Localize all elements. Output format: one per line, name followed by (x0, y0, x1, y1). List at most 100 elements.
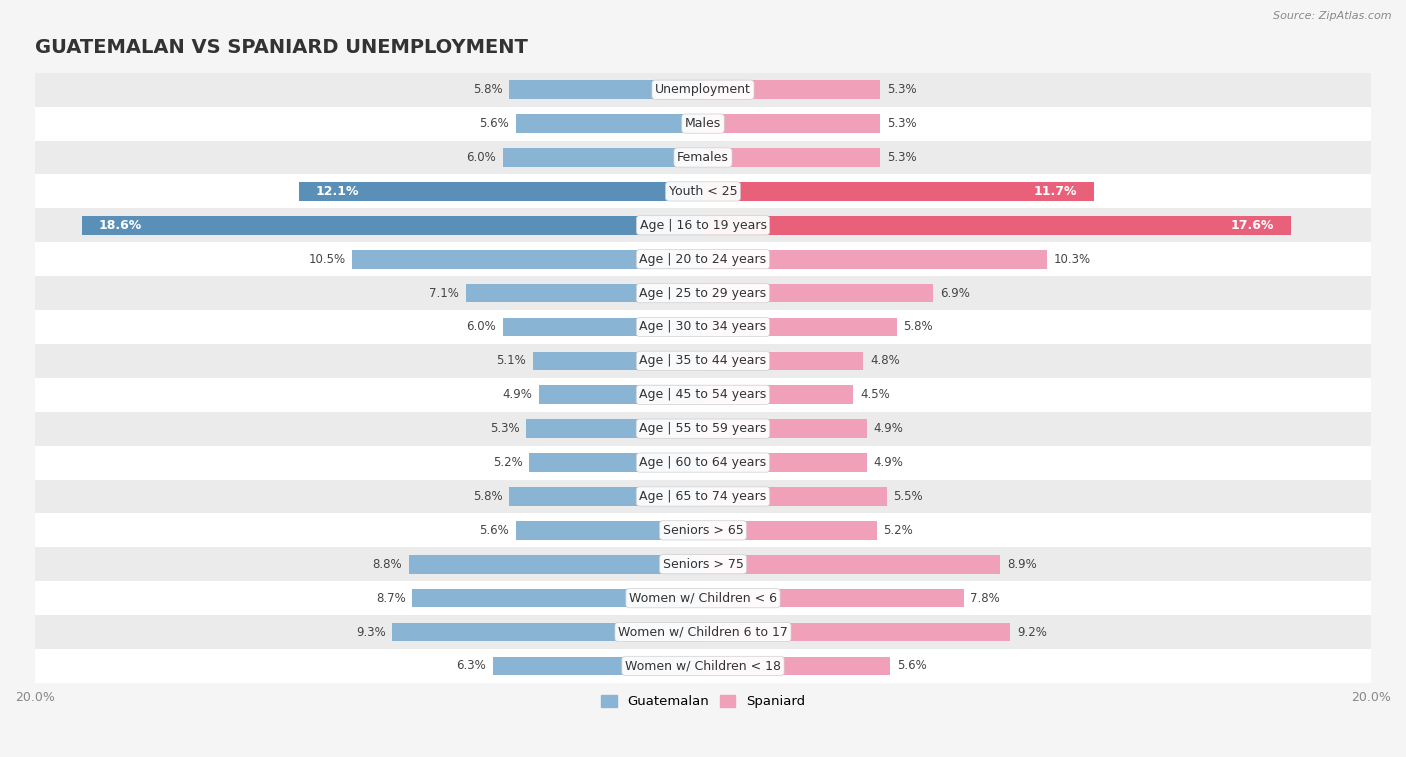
Text: 6.9%: 6.9% (941, 287, 970, 300)
Text: GUATEMALAN VS SPANIARD UNEMPLOYMENT: GUATEMALAN VS SPANIARD UNEMPLOYMENT (35, 38, 527, 57)
Text: 8.7%: 8.7% (375, 592, 406, 605)
Bar (516, 521, 703, 540)
Text: 5.8%: 5.8% (904, 320, 934, 334)
Text: 5.5%: 5.5% (893, 490, 922, 503)
Text: Age | 60 to 64 years: Age | 60 to 64 years (640, 456, 766, 469)
Bar (35, 73, 1371, 107)
Bar (703, 521, 877, 540)
Text: 5.6%: 5.6% (479, 117, 509, 130)
Text: 6.3%: 6.3% (456, 659, 486, 672)
Text: 6.0%: 6.0% (467, 151, 496, 164)
Bar (703, 656, 890, 675)
Bar (35, 242, 1371, 276)
Bar (35, 310, 1371, 344)
Bar (392, 623, 703, 641)
Text: Males: Males (685, 117, 721, 130)
Text: 7.8%: 7.8% (970, 592, 1000, 605)
Text: 12.1%: 12.1% (315, 185, 359, 198)
Text: Age | 55 to 59 years: Age | 55 to 59 years (640, 422, 766, 435)
Text: 5.3%: 5.3% (887, 117, 917, 130)
Bar (35, 479, 1371, 513)
Text: Unemployment: Unemployment (655, 83, 751, 96)
Text: Women w/ Children < 18: Women w/ Children < 18 (626, 659, 780, 672)
Text: 9.3%: 9.3% (356, 625, 385, 638)
Text: 5.8%: 5.8% (472, 83, 502, 96)
Text: Women w/ Children 6 to 17: Women w/ Children 6 to 17 (619, 625, 787, 638)
Bar (299, 182, 703, 201)
Bar (35, 141, 1371, 174)
Text: Age | 45 to 54 years: Age | 45 to 54 years (640, 388, 766, 401)
Bar (35, 446, 1371, 479)
Text: 7.1%: 7.1% (429, 287, 460, 300)
Text: 11.7%: 11.7% (1033, 185, 1077, 198)
Text: 8.8%: 8.8% (373, 558, 402, 571)
Bar (703, 385, 853, 404)
Bar (703, 250, 1047, 269)
Bar (35, 276, 1371, 310)
Text: 5.2%: 5.2% (883, 524, 912, 537)
Text: 4.8%: 4.8% (870, 354, 900, 367)
Text: 5.6%: 5.6% (479, 524, 509, 537)
Bar (703, 216, 1291, 235)
Text: Source: ZipAtlas.com: Source: ZipAtlas.com (1274, 11, 1392, 21)
Bar (526, 419, 703, 438)
Bar (509, 80, 703, 99)
Bar (35, 107, 1371, 141)
Text: 4.9%: 4.9% (873, 422, 903, 435)
Text: Women w/ Children < 6: Women w/ Children < 6 (628, 592, 778, 605)
Bar (529, 453, 703, 472)
Bar (703, 487, 887, 506)
Bar (35, 412, 1371, 446)
Bar (540, 385, 703, 404)
Bar (703, 351, 863, 370)
Text: Seniors > 75: Seniors > 75 (662, 558, 744, 571)
Text: 5.3%: 5.3% (489, 422, 519, 435)
Bar (35, 547, 1371, 581)
Text: Age | 35 to 44 years: Age | 35 to 44 years (640, 354, 766, 367)
Bar (82, 216, 703, 235)
Text: 5.1%: 5.1% (496, 354, 526, 367)
Bar (35, 649, 1371, 683)
Bar (502, 318, 703, 336)
Text: 5.3%: 5.3% (887, 151, 917, 164)
Text: 10.3%: 10.3% (1053, 253, 1091, 266)
Bar (703, 182, 1094, 201)
Text: 4.9%: 4.9% (503, 388, 533, 401)
Text: 8.9%: 8.9% (1007, 558, 1036, 571)
Bar (465, 284, 703, 302)
Bar (35, 581, 1371, 615)
Bar (703, 318, 897, 336)
Bar (509, 487, 703, 506)
Bar (35, 208, 1371, 242)
Bar (703, 80, 880, 99)
Text: Age | 20 to 24 years: Age | 20 to 24 years (640, 253, 766, 266)
Bar (703, 589, 963, 607)
Bar (35, 378, 1371, 412)
Bar (703, 623, 1011, 641)
Text: Age | 16 to 19 years: Age | 16 to 19 years (640, 219, 766, 232)
Bar (35, 513, 1371, 547)
Text: 4.5%: 4.5% (860, 388, 890, 401)
Text: Youth < 25: Youth < 25 (669, 185, 737, 198)
Text: 4.9%: 4.9% (873, 456, 903, 469)
Bar (703, 419, 866, 438)
Text: Age | 65 to 74 years: Age | 65 to 74 years (640, 490, 766, 503)
Text: 17.6%: 17.6% (1230, 219, 1274, 232)
Text: 5.2%: 5.2% (494, 456, 523, 469)
Bar (412, 589, 703, 607)
Bar (353, 250, 703, 269)
Bar (533, 351, 703, 370)
Bar (703, 284, 934, 302)
Text: Females: Females (678, 151, 728, 164)
Bar (703, 114, 880, 133)
Bar (492, 656, 703, 675)
Text: 10.5%: 10.5% (308, 253, 346, 266)
Bar (502, 148, 703, 167)
Text: Seniors > 65: Seniors > 65 (662, 524, 744, 537)
Bar (409, 555, 703, 574)
Text: Age | 30 to 34 years: Age | 30 to 34 years (640, 320, 766, 334)
Bar (516, 114, 703, 133)
Text: 5.6%: 5.6% (897, 659, 927, 672)
Text: 18.6%: 18.6% (98, 219, 142, 232)
Text: 6.0%: 6.0% (467, 320, 496, 334)
